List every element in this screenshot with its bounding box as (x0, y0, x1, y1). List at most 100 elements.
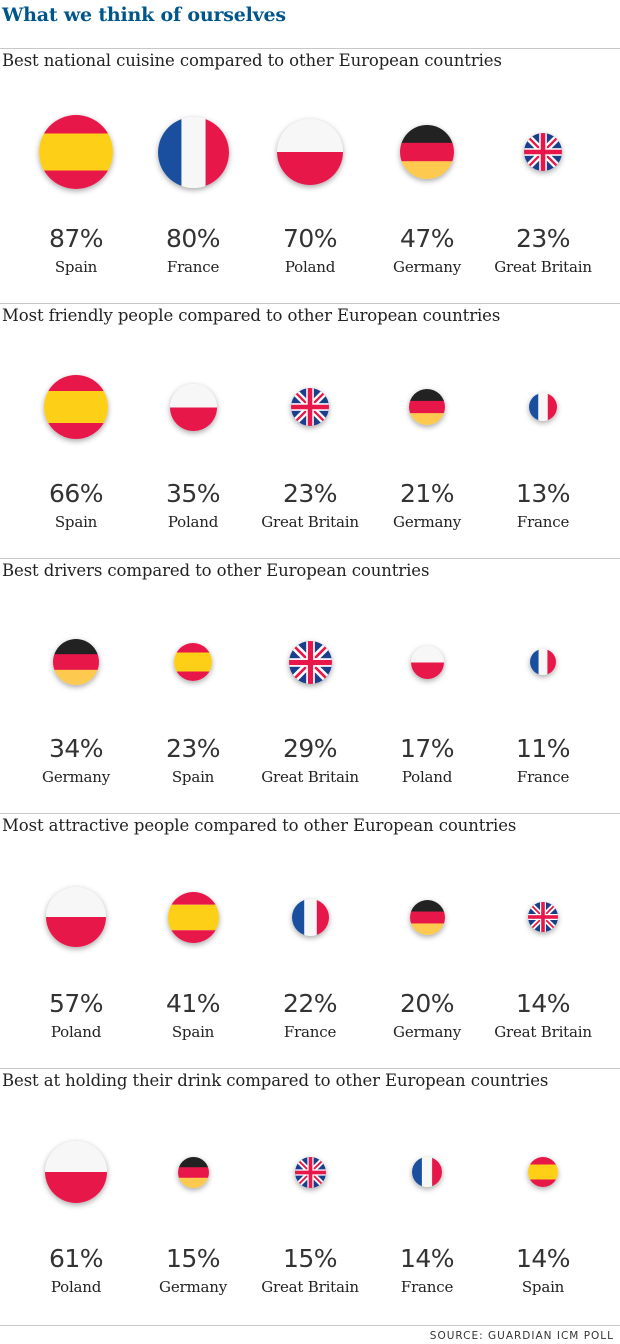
spain-flag-bubble (39, 115, 113, 189)
country-label: Great Britain (494, 258, 592, 276)
source-note: SOURCE: GUARDIAN ICM POLL (429, 1330, 614, 1342)
germany-flag-bubble (400, 125, 454, 179)
section-divider (0, 1068, 620, 1069)
country-label: Poland (50, 1278, 102, 1296)
country-item: 66% Spain (17, 303, 135, 558)
percent-label: 14% (515, 1244, 571, 1273)
percent-label: 15% (282, 1244, 338, 1273)
country-item: 14% Spain (484, 1068, 602, 1323)
chart-section: Best at holding their drink compared to … (0, 1068, 620, 1323)
country-label: Germany (159, 1278, 227, 1296)
country-item: 11% France (484, 558, 602, 813)
country-label: France (516, 513, 570, 531)
country-item: 22% France (251, 813, 369, 1068)
section-divider (0, 813, 620, 814)
section-title: Best national cuisine compared to other … (2, 51, 502, 70)
country-item: 23% Spain (134, 558, 252, 813)
percent-label: 14% (515, 989, 571, 1018)
country-item: 80% France (134, 48, 252, 303)
country-label: Poland (167, 513, 219, 531)
percent-label: 47% (399, 224, 455, 253)
country-label: Poland (50, 1023, 102, 1041)
percent-label: 34% (48, 734, 104, 763)
percent-label: 23% (515, 224, 571, 253)
france-flag-bubble (529, 393, 557, 421)
country-item: 35% Poland (134, 303, 252, 558)
country-label: Spain (521, 1278, 565, 1296)
percent-label: 14% (399, 1244, 455, 1273)
page-title: What we think of ourselves (2, 4, 286, 26)
country-label: Poland (401, 768, 453, 786)
great-britain-flag-bubble (524, 133, 562, 171)
percent-label: 61% (48, 1244, 104, 1273)
country-item: 41% Spain (134, 813, 252, 1068)
percent-label: 23% (165, 734, 221, 763)
chart-section: Best national cuisine compared to other … (0, 48, 620, 303)
country-item: 34% Germany (17, 558, 135, 813)
percent-label: 22% (282, 989, 338, 1018)
country-label: France (166, 258, 220, 276)
country-label: Great Britain (261, 513, 359, 531)
chart-section: Most friendly people compared to other E… (0, 303, 620, 558)
country-label: Germany (42, 768, 110, 786)
chart-section: Most attractive people compared to other… (0, 813, 620, 1068)
country-item: 20% Germany (368, 813, 486, 1068)
great-britain-flag-bubble (294, 1156, 326, 1188)
percent-label: 13% (515, 479, 571, 508)
section-title: Best drivers compared to other European … (2, 561, 430, 580)
poland-flag-bubble (410, 645, 444, 679)
poland-flag-bubble (277, 119, 343, 185)
percent-label: 23% (282, 479, 338, 508)
percent-label: 29% (282, 734, 338, 763)
country-item: 87% Spain (17, 48, 135, 303)
country-item: 14% France (368, 1068, 486, 1323)
percent-label: 17% (399, 734, 455, 763)
great-britain-flag-bubble (528, 902, 558, 932)
great-britain-flag-bubble (291, 388, 329, 426)
country-label: France (283, 1023, 337, 1041)
germany-flag-bubble (177, 1156, 209, 1188)
section-divider (0, 1325, 620, 1326)
section-divider (0, 48, 620, 49)
spain-flag-bubble (174, 643, 212, 681)
section-divider (0, 558, 620, 559)
percent-label: 20% (399, 989, 455, 1018)
germany-flag-bubble (409, 389, 445, 425)
section-divider (0, 303, 620, 304)
poland-flag-bubble (45, 1141, 107, 1203)
country-label: Spain (54, 258, 98, 276)
country-item: 13% France (484, 303, 602, 558)
country-label: Great Britain (261, 1278, 359, 1296)
germany-flag-bubble (409, 899, 445, 935)
percent-label: 11% (515, 734, 571, 763)
country-label: France (400, 1278, 454, 1296)
country-label: Spain (171, 768, 215, 786)
percent-label: 70% (282, 224, 338, 253)
percent-label: 41% (165, 989, 221, 1018)
france-flag-bubble (530, 649, 556, 675)
poland-flag-bubble (169, 383, 217, 431)
section-title: Most attractive people compared to other… (2, 816, 517, 835)
country-item: 15% Great Britain (251, 1068, 369, 1323)
percent-label: 80% (165, 224, 221, 253)
country-label: Germany (393, 513, 461, 531)
country-item: 70% Poland (251, 48, 369, 303)
percent-label: 35% (165, 479, 221, 508)
chart-section: Best drivers compared to other European … (0, 558, 620, 813)
country-item: 17% Poland (368, 558, 486, 813)
country-item: 61% Poland (17, 1068, 135, 1323)
country-item: 14% Great Britain (484, 813, 602, 1068)
country-label: Germany (393, 1023, 461, 1041)
great-britain-flag-bubble (288, 640, 332, 684)
country-item: 15% Germany (134, 1068, 252, 1323)
germany-flag-bubble (53, 639, 99, 685)
percent-label: 87% (48, 224, 104, 253)
country-label: Spain (54, 513, 98, 531)
country-item: 29% Great Britain (251, 558, 369, 813)
percent-label: 21% (399, 479, 455, 508)
percent-label: 57% (48, 989, 104, 1018)
country-label: Germany (393, 258, 461, 276)
country-label: France (516, 768, 570, 786)
country-label: Spain (171, 1023, 215, 1041)
country-item: 21% Germany (368, 303, 486, 558)
